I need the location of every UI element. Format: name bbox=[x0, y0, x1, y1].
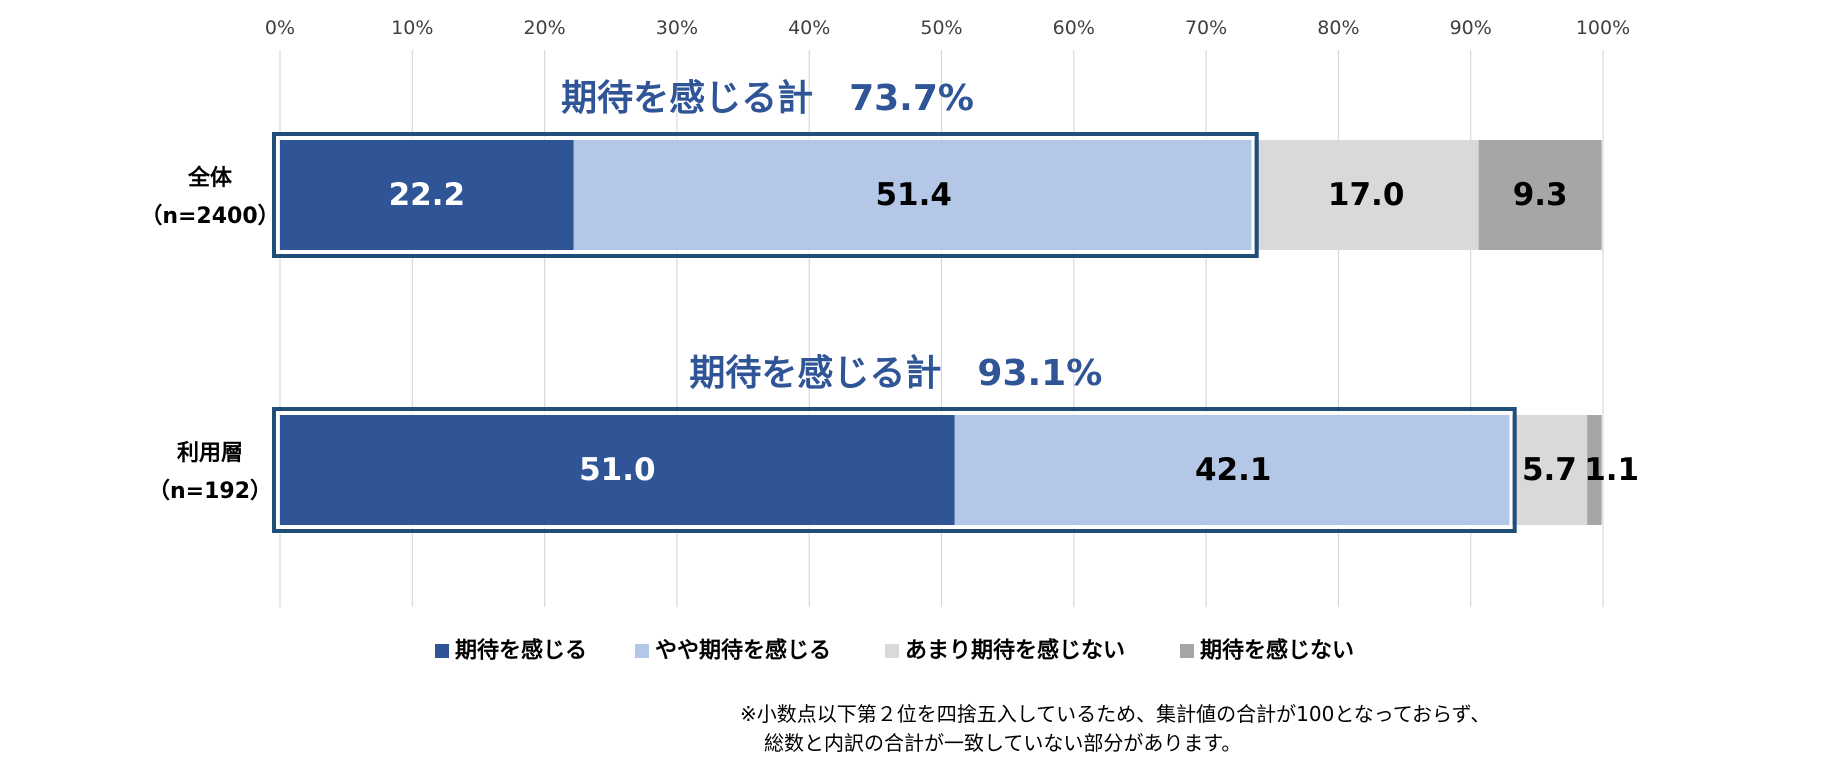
footnote: ※小数点以下第２位を四捨五入しているため、集計値の合計が100となっておらず、総… bbox=[740, 700, 1490, 758]
data-label: 42.1 bbox=[1195, 452, 1272, 488]
highlight-box bbox=[272, 132, 1259, 258]
x-tick-label: 70% bbox=[1185, 17, 1227, 39]
footnote-line-1: ※小数点以下第２位を四捨五入しているため、集計値の合計が100となっておらず、 bbox=[740, 702, 1491, 726]
highlight-boxes bbox=[272, 132, 1517, 533]
x-tick-label: 30% bbox=[656, 17, 698, 39]
x-tick-label: 80% bbox=[1317, 17, 1359, 39]
bar-segment bbox=[1511, 415, 1588, 525]
bar-segment bbox=[1253, 140, 1479, 250]
category-label: 全体 bbox=[187, 165, 233, 191]
data-label: 17.0 bbox=[1328, 177, 1405, 213]
category-sample-label: （n=192） bbox=[148, 479, 272, 504]
legend-swatch bbox=[635, 644, 649, 658]
bar-segment bbox=[573, 140, 1254, 250]
x-tick-label: 100% bbox=[1576, 17, 1630, 39]
legend-swatch bbox=[1180, 644, 1194, 658]
bars bbox=[280, 140, 1602, 525]
legend-label: 期待を感じない bbox=[1200, 638, 1354, 664]
x-tick-label: 20% bbox=[523, 17, 565, 39]
legend-swatch bbox=[435, 644, 449, 658]
legend-label: 期待を感じる bbox=[455, 638, 587, 664]
data-label: 5.7 bbox=[1522, 452, 1577, 488]
category-label: 利用層 bbox=[177, 441, 243, 466]
bar-segment bbox=[1587, 415, 1602, 525]
data-label: 9.3 bbox=[1513, 177, 1568, 213]
highlight-box-inner bbox=[276, 136, 1254, 254]
bar-segment bbox=[280, 140, 574, 250]
legend-swatch bbox=[885, 644, 899, 658]
category-sample-label: （n=2400） bbox=[140, 204, 279, 229]
legend-label: やや期待を感じる bbox=[655, 638, 831, 664]
footnote-line-2: 総数と内訳の合計が一致していない部分があります。 bbox=[764, 731, 1242, 755]
data-label: 51.0 bbox=[579, 452, 656, 488]
summary-label: 期待を感じる計 93.1% bbox=[689, 353, 1102, 394]
data-labels: 22.2 51.4 17.0 9.3 51.0 42.1 5.7 1.1 bbox=[389, 177, 1640, 488]
legend: 期待を感じる やや期待を感じる あまり期待を感じない 期待を感じない bbox=[435, 638, 1354, 664]
x-tick-label: 50% bbox=[920, 17, 962, 39]
highlight-box bbox=[272, 407, 1517, 533]
legend-label: あまり期待を感じない bbox=[905, 638, 1125, 664]
data-label: 22.2 bbox=[389, 177, 466, 213]
category-labels: 全体 （n=2400） 利用層 （n=192） bbox=[140, 165, 279, 504]
bar-segment bbox=[1478, 140, 1602, 250]
x-tick-label: 40% bbox=[788, 17, 830, 39]
x-tick-label: 60% bbox=[1053, 17, 1095, 39]
data-label: 1.1 bbox=[1584, 452, 1639, 488]
bar-segment bbox=[280, 415, 955, 525]
summary-labels: 期待を感じる計 73.7% 期待を感じる計 93.1% bbox=[561, 78, 1102, 394]
data-label: 51.4 bbox=[875, 177, 952, 213]
bar-segment bbox=[954, 415, 1512, 525]
x-axis-ticks: 0% 10% 20% 30% 40% 50% 60% 70% 80% 90% 100% bbox=[265, 17, 1630, 39]
x-tick-label: 0% bbox=[265, 17, 295, 39]
x-tick-label: 10% bbox=[391, 17, 433, 39]
x-tick-label: 90% bbox=[1450, 17, 1492, 39]
highlight-box-inner bbox=[276, 411, 1512, 529]
summary-label: 期待を感じる計 73.7% bbox=[561, 78, 974, 119]
